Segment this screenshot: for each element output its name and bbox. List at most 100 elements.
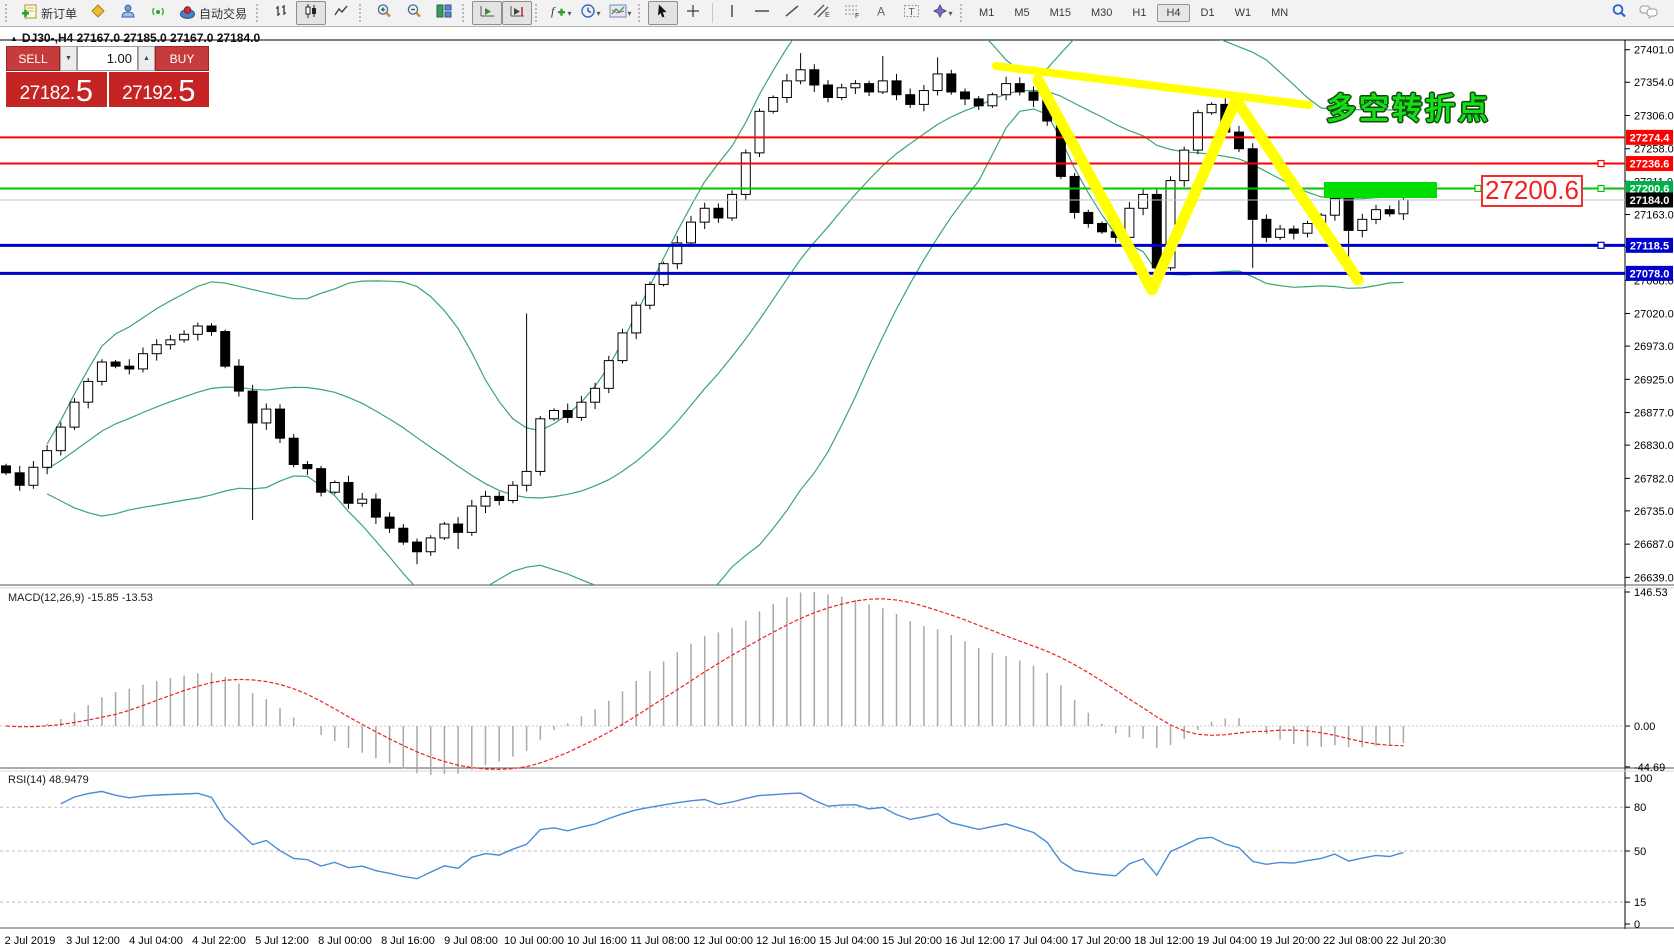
volume-input[interactable]: 1.00 bbox=[77, 46, 138, 71]
new-order-icon bbox=[21, 4, 38, 23]
chat-button[interactable] bbox=[1634, 1, 1664, 25]
tf-h4[interactable]: H4 bbox=[1157, 4, 1190, 22]
indicators-button[interactable]: f ▾ bbox=[545, 1, 575, 25]
chart-area[interactable]: 27401.027354.027306.027258.027211.027163… bbox=[0, 28, 1674, 949]
text-label-icon: T bbox=[903, 3, 921, 24]
channel-icon: E bbox=[813, 3, 831, 24]
svg-text:9 Jul 08:00: 9 Jul 08:00 bbox=[444, 935, 498, 947]
svg-text:10 Jul 00:00: 10 Jul 00:00 bbox=[504, 935, 564, 947]
sell-button[interactable]: SELL bbox=[6, 46, 60, 71]
buy-price-int: 27192. bbox=[122, 83, 178, 104]
channel-tool[interactable]: E bbox=[807, 1, 837, 25]
shapes-tool[interactable]: ▾ bbox=[927, 1, 957, 25]
navigator-button[interactable] bbox=[113, 1, 143, 25]
bar-chart-icon bbox=[273, 3, 289, 24]
candlestick-chart-button[interactable] bbox=[296, 1, 327, 25]
sell-price-int: 27182. bbox=[19, 83, 76, 104]
bar-chart-button[interactable] bbox=[266, 1, 296, 25]
tf-m1[interactable]: M1 bbox=[979, 7, 995, 19]
sell-price-button[interactable]: 27182. 5 bbox=[6, 72, 107, 107]
tf-m5[interactable]: M5 bbox=[1014, 7, 1030, 19]
svg-text:12 Jul 00:00: 12 Jul 00:00 bbox=[693, 935, 753, 947]
svg-text:80: 80 bbox=[1634, 802, 1646, 814]
chart-shift-icon bbox=[509, 3, 526, 24]
svg-text:27020.0: 27020.0 bbox=[1634, 309, 1674, 321]
chart-canvas[interactable]: 27401.027354.027306.027258.027211.027163… bbox=[0, 28, 1674, 949]
price-callout-box[interactable]: 27200.6 bbox=[1481, 175, 1583, 207]
gold-diamond-icon bbox=[90, 3, 106, 24]
candlestick-icon bbox=[303, 3, 319, 24]
search-button[interactable] bbox=[1604, 1, 1634, 25]
auto-scroll-button[interactable] bbox=[472, 1, 503, 25]
volume-up-button[interactable]: ▲ bbox=[138, 46, 155, 71]
autotrade-icon bbox=[179, 4, 196, 23]
svg-text:26639.0: 26639.0 bbox=[1634, 572, 1674, 584]
tf-w1[interactable]: W1 bbox=[1234, 7, 1252, 19]
svg-text:10 Jul 16:00: 10 Jul 16:00 bbox=[567, 935, 627, 947]
templates-button[interactable]: ▾ bbox=[605, 1, 635, 25]
tf-mn[interactable]: MN bbox=[1271, 7, 1289, 19]
zoom-in-button[interactable] bbox=[369, 1, 399, 25]
svg-text:27354.0: 27354.0 bbox=[1634, 77, 1674, 89]
crosshair-tool-button[interactable] bbox=[678, 1, 708, 25]
svg-text:T: T bbox=[909, 7, 915, 18]
yellow-drawings bbox=[992, 62, 1437, 296]
svg-text:15: 15 bbox=[1634, 897, 1646, 909]
svg-text:15 Jul 20:00: 15 Jul 20:00 bbox=[882, 935, 942, 947]
tf-m30[interactable]: M30 bbox=[1091, 7, 1113, 19]
tile-windows-icon bbox=[436, 3, 452, 24]
tile-windows-button[interactable] bbox=[429, 1, 459, 25]
sell-price-frac: 5 bbox=[75, 73, 93, 108]
tf-h1[interactable]: H1 bbox=[1132, 7, 1147, 19]
periods-button[interactable]: ▾ bbox=[575, 1, 605, 25]
collapse-triangle-icon[interactable]: ▲ bbox=[10, 33, 18, 43]
svg-text:27163.0: 27163.0 bbox=[1634, 210, 1674, 222]
vertical-line-tool[interactable] bbox=[717, 1, 747, 25]
svg-text:0: 0 bbox=[1634, 919, 1640, 931]
volume-down-button[interactable]: ▼ bbox=[60, 46, 77, 71]
signal-button[interactable] bbox=[143, 1, 173, 25]
buy-price-frac: 5 bbox=[178, 73, 196, 108]
cursor-tool-button[interactable] bbox=[648, 1, 679, 25]
chevron-down-icon: ▾ bbox=[567, 8, 572, 18]
tf-m15[interactable]: M15 bbox=[1049, 7, 1071, 19]
signal-icon bbox=[150, 3, 166, 24]
svg-text:22 Jul 08:00: 22 Jul 08:00 bbox=[1323, 935, 1383, 947]
svg-text:19 Jul 04:00: 19 Jul 04:00 bbox=[1197, 935, 1257, 947]
svg-text:0.00: 0.00 bbox=[1634, 721, 1655, 733]
zoom-out-button[interactable] bbox=[399, 1, 429, 25]
price-axis: 27401.027354.027306.027258.027211.027163… bbox=[1625, 45, 1674, 584]
line-chart-button[interactable] bbox=[326, 1, 356, 25]
svg-text:146.53: 146.53 bbox=[1634, 587, 1668, 599]
crosshair-icon bbox=[685, 3, 701, 24]
svg-text:26830.0: 26830.0 bbox=[1634, 440, 1674, 452]
time-axis: 2 Jul 2019 3 Jul 12:00 4 Jul 04:00 4 Jul 22… bbox=[5, 935, 1446, 947]
vertical-line-icon bbox=[725, 3, 739, 24]
svg-text:100: 100 bbox=[1634, 773, 1652, 785]
new-order-button[interactable]: 新订单 bbox=[15, 1, 83, 25]
svg-text:26973.0: 26973.0 bbox=[1634, 341, 1674, 353]
chart-shift-button[interactable] bbox=[502, 1, 533, 25]
market-watch-button[interactable] bbox=[83, 1, 113, 25]
text-tool[interactable]: A bbox=[867, 1, 897, 25]
svg-text:16 Jul 12:00: 16 Jul 12:00 bbox=[945, 935, 1005, 947]
buy-button[interactable]: BUY bbox=[155, 46, 209, 71]
tf-d1[interactable]: D1 bbox=[1200, 7, 1215, 19]
svg-text:11 Jul 08:00: 11 Jul 08:00 bbox=[630, 935, 689, 947]
chart-window-title: ▲ DJ30-,H4 27167.0 27185.0 27167.0 27184… bbox=[10, 31, 260, 45]
text-label-tool[interactable]: T bbox=[897, 1, 927, 25]
svg-text:27118.5: 27118.5 bbox=[1630, 240, 1669, 252]
toolbar-separator bbox=[256, 4, 263, 22]
turning-point-annotation[interactable]: 多空转折点 bbox=[1326, 93, 1491, 126]
fibonacci-tool[interactable]: F bbox=[837, 1, 867, 25]
cursor-icon bbox=[655, 3, 671, 24]
svg-text:E: E bbox=[825, 12, 830, 19]
zoom-out-icon bbox=[406, 3, 423, 24]
autotrade-button[interactable]: 自动交易 bbox=[173, 1, 253, 25]
auto-scroll-icon bbox=[479, 3, 496, 24]
horizontal-line-tool[interactable] bbox=[747, 1, 777, 25]
trendline-tool[interactable] bbox=[777, 1, 807, 25]
toolbar-separator bbox=[462, 4, 469, 22]
buy-price-button[interactable]: 27192. 5 bbox=[108, 72, 209, 108]
